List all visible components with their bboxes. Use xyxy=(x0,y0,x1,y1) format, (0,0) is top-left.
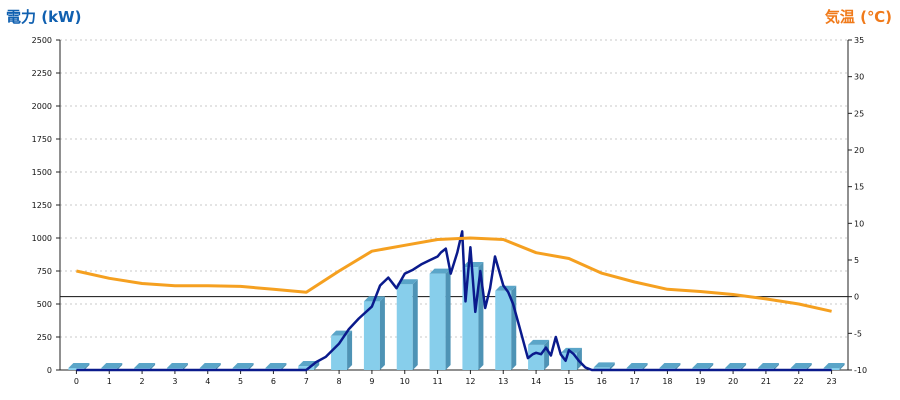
bar-side xyxy=(806,363,812,370)
left-tick-label: 1000 xyxy=(32,234,52,243)
bar-front xyxy=(593,367,610,370)
bar-top xyxy=(659,363,681,368)
left-tick-label: 1750 xyxy=(32,135,52,144)
power-line xyxy=(76,230,832,372)
bar-top xyxy=(134,363,156,368)
bar-top xyxy=(725,363,747,368)
bar-side xyxy=(741,363,747,370)
left-tick-label: 500 xyxy=(37,300,52,309)
bar-side xyxy=(675,363,681,370)
bar-front xyxy=(495,290,512,370)
x-tick-label: 0 xyxy=(74,377,79,386)
bar-top xyxy=(199,363,221,368)
bar-top xyxy=(757,363,779,368)
bar-front xyxy=(363,301,380,370)
x-tick-label: 16 xyxy=(597,377,607,386)
left-tick-label: 1250 xyxy=(32,201,52,210)
x-tick-label: 8 xyxy=(337,377,342,386)
right-tick-label: 35 xyxy=(854,36,864,45)
bar-side xyxy=(379,296,385,370)
bar-side xyxy=(182,363,188,370)
bar-side xyxy=(412,279,418,370)
bar-top xyxy=(593,362,615,368)
left-tick-label: 2500 xyxy=(32,36,52,45)
bar-top xyxy=(166,363,188,368)
right-tick-label: 25 xyxy=(854,109,864,118)
x-tick-label: 13 xyxy=(498,377,508,386)
bar-side xyxy=(314,361,320,370)
bar-front xyxy=(331,335,348,370)
bar-side xyxy=(609,362,615,370)
bar-side xyxy=(445,268,451,370)
bar-top xyxy=(429,268,451,274)
bar-top xyxy=(560,347,582,353)
bar-side xyxy=(248,363,254,370)
x-tick-label: 2 xyxy=(140,377,145,386)
x-tick-label: 12 xyxy=(465,377,475,386)
bar-side xyxy=(773,363,779,370)
bar-top xyxy=(265,363,287,368)
bar-side xyxy=(84,363,90,370)
right-axis-title: 気温 (℃) xyxy=(824,8,892,26)
temperature-line xyxy=(76,236,832,313)
x-tick-label: 4 xyxy=(205,377,210,386)
x-tick-label: 14 xyxy=(531,377,541,386)
x-tick-label: 17 xyxy=(629,377,639,386)
bar-side xyxy=(281,363,287,370)
bar-side xyxy=(708,363,714,370)
bar-top xyxy=(823,363,845,368)
bar-top xyxy=(101,363,123,368)
bar-side xyxy=(215,363,221,370)
left-tick-label: 1500 xyxy=(32,168,52,177)
bar-top xyxy=(790,363,812,368)
right-tick-label: 0 xyxy=(854,293,859,302)
bar-side xyxy=(150,363,156,370)
bar-front xyxy=(396,284,413,370)
left-tick-label: 0 xyxy=(47,366,52,375)
left-tick-label: 750 xyxy=(37,267,52,276)
left-tick-label: 2250 xyxy=(32,69,52,78)
x-tick-label: 9 xyxy=(369,377,374,386)
bar-side xyxy=(117,363,123,370)
right-tick-label: 10 xyxy=(854,219,864,228)
x-tick-label: 6 xyxy=(271,377,276,386)
bar-top xyxy=(68,363,90,368)
bar-side xyxy=(347,330,353,370)
bar-front xyxy=(528,344,545,370)
right-tick-label: -5 xyxy=(854,329,862,338)
right-tick-label: 15 xyxy=(854,183,864,192)
left-tick-label: 2000 xyxy=(32,102,52,111)
x-tick-label: 23 xyxy=(826,377,836,386)
bar-front xyxy=(560,352,577,370)
bar-side xyxy=(839,363,845,370)
x-tick-label: 15 xyxy=(564,377,574,386)
bar-side xyxy=(642,363,648,370)
x-tick-label: 1 xyxy=(107,377,112,386)
bar-front xyxy=(298,366,315,370)
x-tick-label: 11 xyxy=(432,377,442,386)
left-axis-title: 電力 (kW) xyxy=(6,8,82,26)
right-tick-label: 30 xyxy=(854,73,864,82)
right-tick-label: 20 xyxy=(854,146,864,155)
bar-top xyxy=(232,363,254,368)
x-tick-label: 10 xyxy=(400,377,410,386)
x-tick-label: 22 xyxy=(794,377,804,386)
bar-front xyxy=(429,273,446,370)
right-tick-label: 5 xyxy=(854,256,859,265)
left-tick-label: 250 xyxy=(37,333,52,342)
bar-top xyxy=(692,363,714,368)
x-tick-label: 7 xyxy=(304,377,309,386)
bar-top xyxy=(528,339,550,345)
x-tick-label: 3 xyxy=(172,377,177,386)
right-tick-label: -10 xyxy=(854,366,867,375)
x-tick-label: 18 xyxy=(662,377,672,386)
x-tick-label: 5 xyxy=(238,377,243,386)
bar-top xyxy=(626,363,648,368)
x-tick-label: 19 xyxy=(695,377,705,386)
x-tick-label: 20 xyxy=(728,377,738,386)
bar-side xyxy=(544,339,550,370)
x-tick-label: 21 xyxy=(761,377,771,386)
